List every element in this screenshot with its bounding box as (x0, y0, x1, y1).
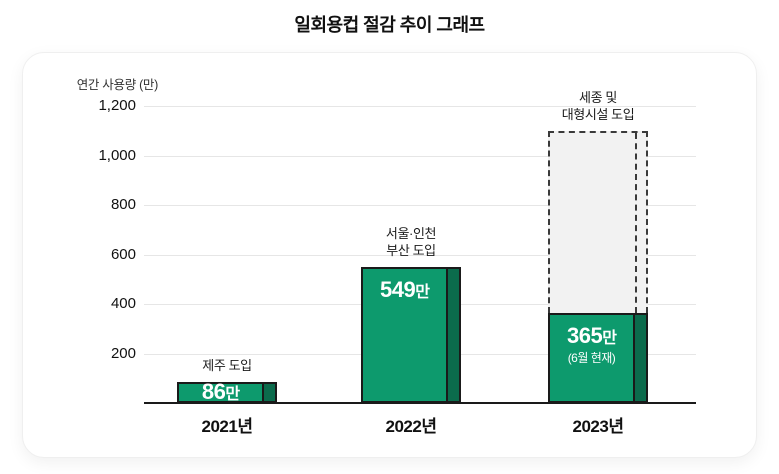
annotation-2021-line1: 제주 도입 (202, 357, 252, 373)
bar-group-2023: 세종 및 대형시설 도입 365만 (6월 현재) 2023년 (548, 90, 648, 436)
annotation-2021: 제주 도입 (177, 358, 277, 375)
bar-2023-value: 365 (567, 322, 603, 348)
x-axis-line (144, 402, 696, 404)
bar-2023-projected-wrap: 365만 (6월 현재) (548, 130, 648, 403)
gridline-600 (144, 254, 696, 256)
bar-2023-projected-side-line (635, 132, 637, 313)
bar-2021-value-label: 86만 (179, 381, 262, 403)
bar-2022-unit: 만 (415, 284, 430, 302)
bar-2023: 365만 (6월 현재) (548, 312, 648, 403)
bar-2021: 86만 (177, 381, 277, 403)
annotation-2022-line2: 부산 도입 (386, 243, 436, 259)
ytick-400: 400 (110, 295, 136, 312)
bar-2022-side-shade (446, 269, 459, 401)
annotation-2022-line1: 서울·인천 (385, 226, 437, 242)
annotation-2023: 세종 및 대형시설 도입 (548, 90, 648, 124)
bar-2023-unit: 만 (602, 329, 617, 347)
ytick-600: 600 (110, 245, 136, 263)
bar-2022-value: 549 (380, 277, 416, 303)
chart-title: 일회용컵 절감 추이 그래프 (294, 15, 485, 35)
bar-2023-projected-box (548, 130, 648, 313)
bar-2023-side-shade (633, 314, 646, 401)
ytick-800: 800 (110, 196, 136, 213)
bar-2022: 549만 (361, 267, 461, 403)
ytick-1200: 1,200 (98, 97, 136, 114)
x-label-2021: 2021년 (201, 417, 253, 436)
y-axis-title: 연간 사용량 (만) (76, 78, 159, 92)
plot-area: 1,200 1,000 800 600 400 200 제주 도입 86만 20… (98, 90, 696, 436)
bar-2023-sub-label: (6월 현재) (567, 350, 616, 365)
bar-2022-value-label: 549만 (363, 279, 446, 301)
x-label-2023: 2023년 (572, 417, 624, 436)
chart-card: 연간 사용량 (만) 1,200 1,000 800 600 400 200 제… (22, 52, 757, 458)
bar-group-2022: 서울·인천 부산 도입 549만 2022년 (361, 226, 461, 436)
bar-group-2021: 제주 도입 86만 2021년 (177, 358, 277, 436)
annotation-2023-line2: 대형시설 도입 (561, 106, 635, 122)
annotation-2023-line1: 세종 및 (579, 89, 617, 105)
x-label-2022: 2022년 (385, 417, 437, 436)
annotation-2022: 서울·인천 부산 도입 (361, 226, 461, 260)
bar-2021-value: 86 (201, 379, 226, 405)
ytick-200: 200 (110, 344, 136, 362)
bar-2021-unit: 만 (225, 386, 240, 404)
bar-2021-side-shade (262, 383, 275, 401)
gridline-1000 (144, 155, 696, 157)
bar-2023-value-label: 365만 (6월 현재) (550, 322, 633, 365)
ytick-1000: 1,000 (98, 146, 136, 164)
gridline-1200 (144, 106, 696, 107)
gridline-800 (144, 205, 696, 206)
